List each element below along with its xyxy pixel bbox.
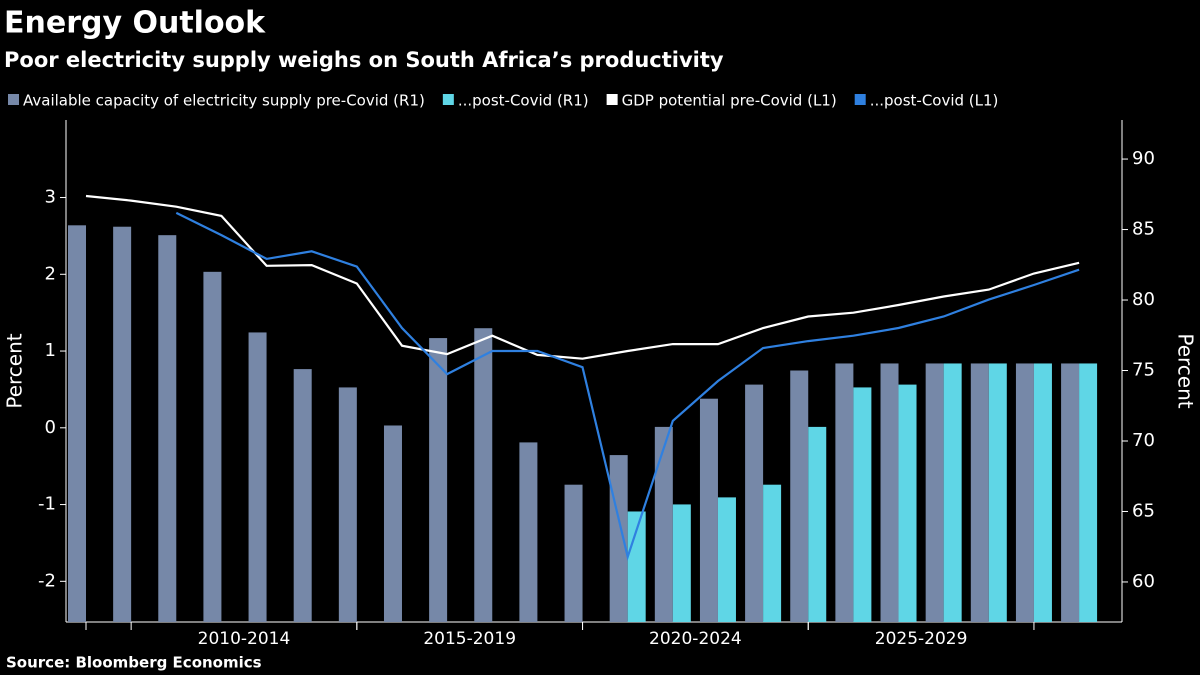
bar <box>338 387 357 622</box>
bar <box>68 225 86 622</box>
bar <box>1061 363 1080 622</box>
bar <box>158 235 177 622</box>
x-group-label: 2010-2014 <box>198 629 291 649</box>
y-tick-label: -2 <box>38 570 56 591</box>
y2-tick-label: 65 <box>1132 500 1155 521</box>
y-tick-label: 2 <box>45 263 56 284</box>
y2-tick-label: 75 <box>1132 360 1155 381</box>
bar <box>609 455 628 622</box>
bar <box>880 363 899 622</box>
legend-swatch <box>606 94 618 105</box>
y-tick-label: 0 <box>45 417 56 438</box>
bar <box>790 370 809 622</box>
y2-tick-label: 70 <box>1132 430 1155 451</box>
y2-axis-title: Percent <box>1174 333 1198 408</box>
bar <box>248 332 267 622</box>
bar <box>699 398 718 622</box>
y2-tick-label: 80 <box>1132 289 1155 310</box>
bar <box>474 328 493 622</box>
bar <box>383 425 402 622</box>
bar <box>429 338 448 622</box>
bar <box>203 271 222 622</box>
bar <box>853 387 872 622</box>
bar <box>113 226 132 623</box>
y2-tick-label: 90 <box>1132 148 1155 169</box>
bar <box>519 442 538 622</box>
bar <box>988 363 1007 622</box>
bar <box>745 384 764 622</box>
legend-label: ...post-Covid (R1) <box>458 92 589 110</box>
y-tick-label: 1 <box>45 340 56 361</box>
line <box>85 194 1080 360</box>
legend-swatch <box>8 94 19 105</box>
source: Source: Bloomberg Economics <box>6 654 262 672</box>
y-tick-label: 3 <box>45 187 56 208</box>
bar <box>1033 363 1052 622</box>
chart-subtitle: Poor electricity supply weighs on South … <box>4 48 724 72</box>
y2-tick-label: 60 <box>1132 571 1155 592</box>
bar <box>293 369 312 622</box>
line <box>175 211 1080 561</box>
legend-label: Available capacity of electricity supply… <box>23 92 425 110</box>
y-tick-label: -1 <box>38 494 56 515</box>
bar <box>943 363 962 622</box>
bar <box>970 363 989 622</box>
bar <box>627 511 646 622</box>
bar <box>672 504 691 622</box>
y2-tick-label: 85 <box>1132 219 1155 240</box>
y-axis-title: Percent <box>3 333 27 408</box>
bar <box>1015 363 1034 622</box>
bar <box>898 384 917 622</box>
bar <box>654 426 673 622</box>
legend-label: ...post-Covid (L1) <box>870 92 999 110</box>
chart-title: Energy Outlook <box>4 6 266 41</box>
x-group-label: 2025-2029 <box>875 629 968 649</box>
bar <box>808 426 827 622</box>
legend-swatch <box>442 94 454 105</box>
bar <box>925 363 944 622</box>
bar <box>564 484 583 622</box>
x-group-label: 2020-2024 <box>649 629 742 649</box>
x-group-label: 2015-2019 <box>423 629 516 649</box>
legend-label: GDP potential pre-Covid (L1) <box>622 92 837 110</box>
legend-swatch <box>854 94 866 105</box>
bar <box>717 497 736 622</box>
bar <box>763 484 782 622</box>
bar <box>1079 363 1098 622</box>
bar <box>835 363 854 622</box>
